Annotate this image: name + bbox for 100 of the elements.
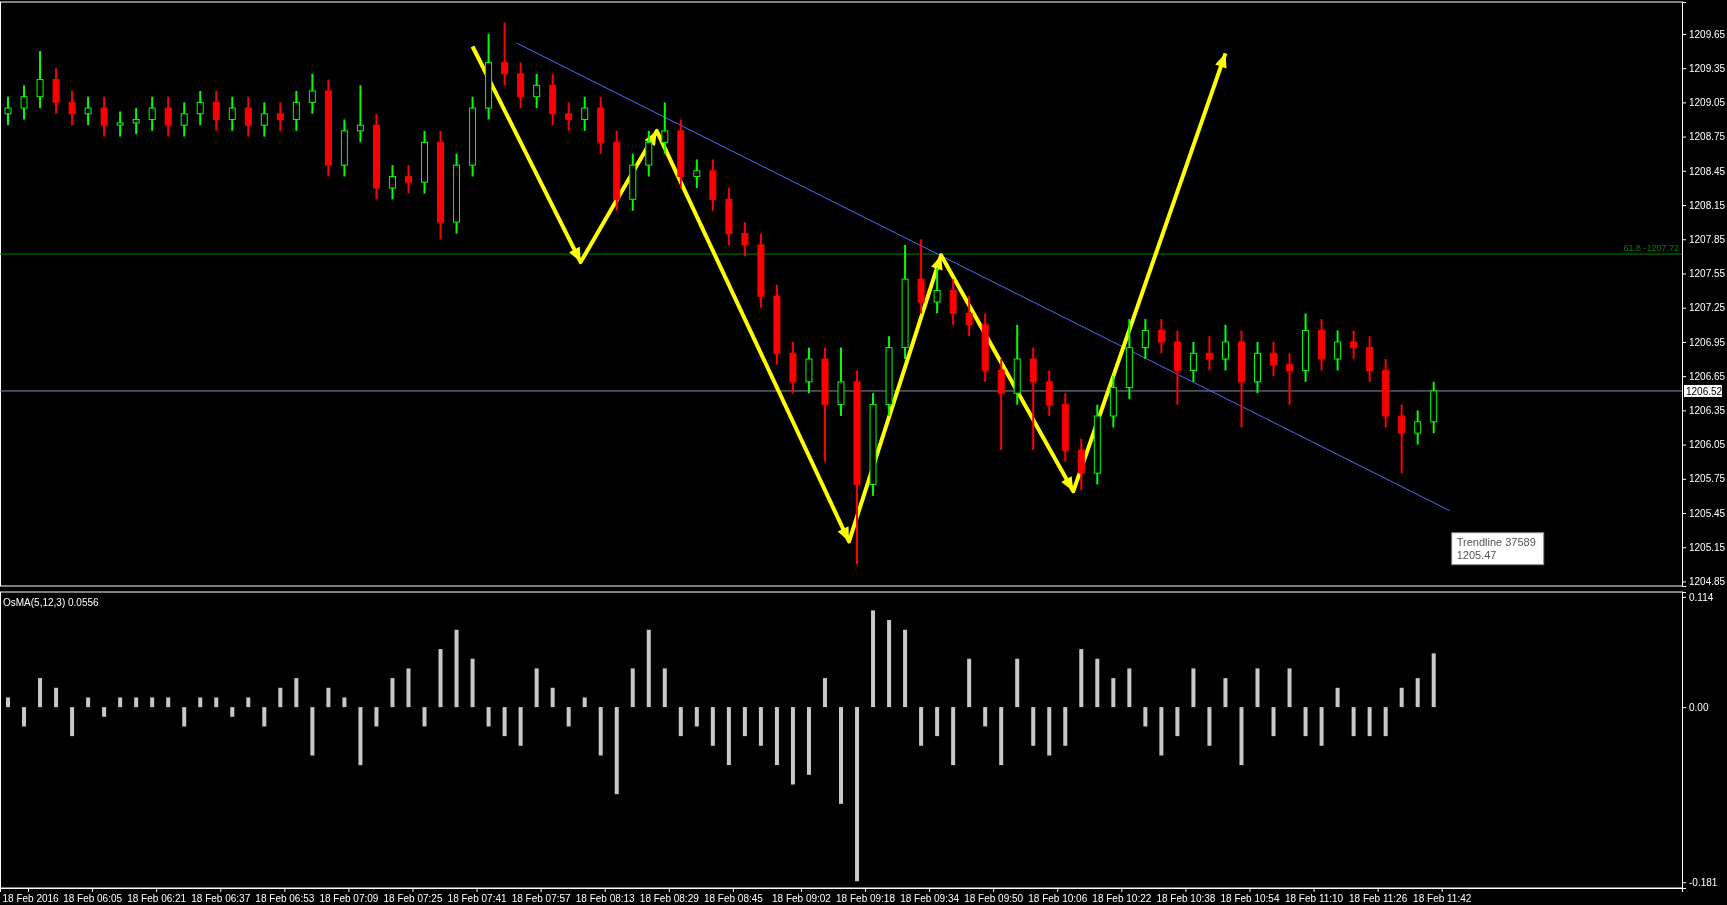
x-tick-label: 18 Feb 08:45 <box>703 893 764 905</box>
candlestick <box>1366 335 1374 383</box>
candlestick <box>1045 369 1053 418</box>
candlestick <box>84 95 92 127</box>
candlestick <box>693 158 701 189</box>
y-tick-label: -0.181 <box>1689 876 1718 888</box>
bar <box>54 687 59 708</box>
bar <box>662 668 667 708</box>
y-tick-label: 1206.65 <box>1689 370 1726 382</box>
y-tick-label: 1208.45 <box>1689 165 1726 177</box>
candlestick <box>388 164 396 201</box>
x-tick-label: 18 Feb 09:18 <box>836 893 896 905</box>
y-tick-label: 1204.85 <box>1689 576 1726 588</box>
bar <box>262 707 267 727</box>
bar <box>310 707 315 756</box>
bar <box>102 707 107 717</box>
y-tick-label: 1209.65 <box>1689 28 1726 40</box>
bar <box>694 707 699 727</box>
candlestick <box>997 358 1005 452</box>
bar <box>774 707 779 766</box>
bar <box>983 707 988 727</box>
x-tick-label: 18 Feb 10:06 <box>1028 893 1088 905</box>
bar <box>166 697 171 708</box>
annotation: Trendline 37589 1205.47 <box>1456 535 1536 561</box>
bar <box>678 707 683 737</box>
bar <box>1127 668 1132 708</box>
bar <box>871 610 876 708</box>
candlestick <box>164 95 172 138</box>
bar <box>6 697 11 708</box>
candlestick <box>68 89 76 127</box>
candlestick <box>276 101 284 132</box>
bar <box>855 707 860 882</box>
bar <box>1223 678 1228 708</box>
x-tick-label: 18 Feb 10:54 <box>1220 893 1280 905</box>
bar <box>406 668 411 708</box>
bar <box>1175 707 1180 737</box>
candlestick <box>517 61 525 110</box>
x-tick-label: 18 Feb 2016 <box>2 893 60 905</box>
annotation: 61.8 -1207.72 <box>1623 243 1679 254</box>
bar <box>502 707 507 737</box>
candlestick <box>1398 403 1406 475</box>
candlestick <box>20 84 28 121</box>
x-tick-label: 18 Feb 07:41 <box>447 893 507 905</box>
y-tick-label: 1206.05 <box>1689 439 1726 451</box>
candlestick <box>917 238 925 315</box>
x-tick-label: 18 Feb 09:50 <box>964 893 1024 905</box>
y-tick-label: 1209.05 <box>1689 97 1726 109</box>
bar <box>1319 707 1324 746</box>
candlestick <box>565 101 573 132</box>
y-tick-label: 1205.45 <box>1689 507 1726 519</box>
candlestick <box>1350 329 1358 361</box>
bar <box>903 629 908 708</box>
candlestick <box>116 110 124 138</box>
x-tick-label: 18 Feb 07:57 <box>511 893 572 905</box>
candlestick <box>1270 340 1278 378</box>
bar <box>374 707 379 727</box>
candlestick <box>1334 329 1342 372</box>
candlestick <box>244 95 252 138</box>
bar <box>470 658 475 708</box>
y-tick-label: 0.114 <box>1689 591 1714 603</box>
bar <box>342 697 347 708</box>
bar <box>582 697 587 708</box>
bar <box>1367 707 1372 737</box>
chart-title: OsMA(5,12,3) 0.0556 <box>3 597 100 608</box>
bar <box>390 678 395 708</box>
candlestick <box>228 95 236 132</box>
y-tick-label: 1207.85 <box>1689 233 1726 245</box>
bar <box>839 707 843 804</box>
bar <box>358 707 363 766</box>
candlestick <box>949 278 957 326</box>
bar <box>967 658 972 708</box>
bar <box>246 697 251 708</box>
bar <box>1351 707 1356 737</box>
x-tick-label: 18 Feb 11:10 <box>1284 893 1344 905</box>
line-series <box>470 44 1228 544</box>
bar <box>22 707 27 727</box>
candlestick <box>100 95 108 138</box>
candlestick <box>132 107 140 136</box>
bar <box>150 697 155 708</box>
candlestick <box>1205 335 1213 372</box>
x-tick-label: 18 Feb 07:25 <box>383 893 443 905</box>
candlestick <box>260 101 268 138</box>
bar <box>422 707 427 727</box>
y-tick-label: 1207.55 <box>1689 268 1726 280</box>
bar <box>1415 678 1420 708</box>
bar <box>1031 707 1036 746</box>
candlestick <box>1157 318 1165 355</box>
bar <box>935 707 940 737</box>
ref-line-label: 1206.52 <box>1686 385 1723 397</box>
candlestick <box>36 50 44 110</box>
bar <box>38 678 43 708</box>
bar <box>951 707 956 766</box>
bar <box>1399 687 1404 708</box>
bar <box>1047 707 1052 756</box>
bar <box>70 707 75 737</box>
bar <box>1159 707 1164 756</box>
bar <box>1063 707 1068 746</box>
bar <box>1335 687 1340 708</box>
x-tick-label: 18 Feb 06:53 <box>255 893 315 905</box>
bar <box>230 707 235 717</box>
